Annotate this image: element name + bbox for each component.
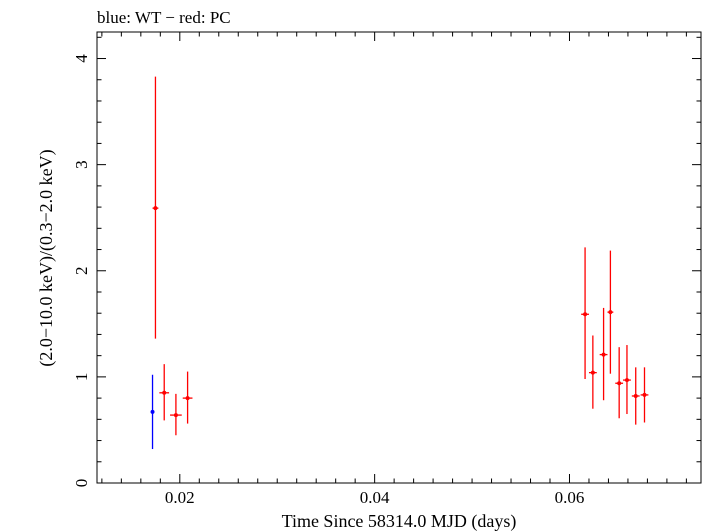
data-point <box>617 381 622 386</box>
data-point <box>185 396 190 401</box>
y-tick-label: 1 <box>72 373 91 382</box>
x-tick-label: 0.04 <box>360 488 390 507</box>
axis-ticks <box>97 32 701 484</box>
data-point <box>150 409 155 414</box>
data-marks <box>150 76 649 450</box>
data-point <box>608 310 613 315</box>
x-tick-label: 0.02 <box>165 488 195 507</box>
series-wt <box>150 374 155 450</box>
plot-frame <box>96 31 702 484</box>
chart-title: blue: WT − red: PC <box>97 8 231 27</box>
data-point <box>590 370 595 375</box>
y-tick-label: 4 <box>72 54 91 63</box>
data-point <box>162 390 167 395</box>
data-point <box>642 392 647 397</box>
data-point <box>633 393 638 398</box>
data-point <box>583 312 588 317</box>
y-tick-label: 3 <box>72 160 91 169</box>
x-tick-label: 0.06 <box>555 488 585 507</box>
data-point <box>173 413 178 418</box>
data-point <box>153 206 158 211</box>
series-pc <box>152 76 649 436</box>
data-point <box>624 378 629 383</box>
y-tick-label: 2 <box>72 267 91 276</box>
tick-labels: 0.02 0.04 0.06 0 1 2 3 4 <box>72 54 584 507</box>
x-axis-label: Time Since 58314.0 MJD (days) <box>282 511 517 532</box>
y-tick-label: 0 <box>72 479 91 488</box>
data-point <box>601 352 606 357</box>
y-axis-label: (2.0−10.0 keV)/(0.3−2.0 keV) <box>36 149 57 366</box>
